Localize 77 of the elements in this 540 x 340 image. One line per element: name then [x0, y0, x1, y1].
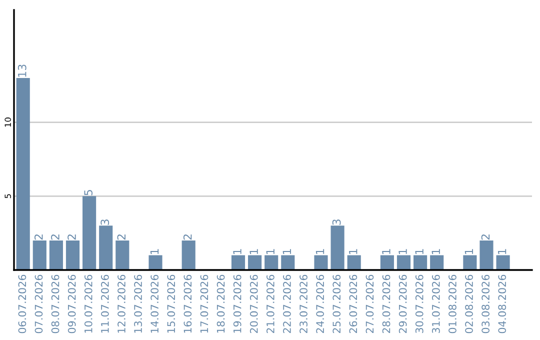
data-label: 1	[432, 249, 440, 254]
x-tick-label: 21.07.2026	[266, 274, 274, 334]
data-label: 3	[100, 220, 110, 225]
x-tick-label: 27.07.2026	[366, 274, 374, 334]
bar	[231, 255, 246, 270]
data-label: 2	[117, 234, 126, 240]
bar	[116, 240, 130, 270]
bar	[463, 255, 477, 270]
bar	[82, 196, 96, 270]
x-tick-label: 14.07.2026	[150, 274, 159, 333]
x-tick-label: 23.07.2026	[300, 274, 308, 334]
x-tick-label: 08.07.2026	[51, 274, 60, 334]
x-tick-label: 04.08.2026	[498, 274, 506, 334]
y-tick-label: 10	[4, 118, 11, 127]
bar	[496, 255, 510, 270]
bar	[248, 255, 262, 270]
bar	[148, 255, 162, 270]
data-label: 1	[282, 249, 291, 254]
x-tick-label: 28.07.2026	[382, 274, 390, 334]
x-tick-label: 06.07.2026	[18, 274, 26, 334]
data-label: 2	[183, 234, 192, 240]
data-label: 3	[332, 220, 341, 225]
data-label: 13	[18, 64, 26, 77]
x-tick-label: 25.07.2026	[332, 274, 341, 334]
bar	[182, 240, 196, 270]
bar	[330, 226, 344, 270]
bar	[281, 255, 295, 270]
x-tick-label: 02.08.2026	[465, 274, 473, 334]
x-tick-label: 18.07.2026	[216, 274, 225, 333]
x-tick-label: 19.07.2026	[233, 274, 242, 333]
x-tick-label: 24.07.2026	[316, 274, 324, 334]
bar	[380, 255, 394, 270]
x-tick-label: 12.07.2026	[118, 274, 126, 333]
x-tick-label: 09.07.2026	[68, 274, 76, 334]
x-tick-label: 20.07.2026	[250, 274, 258, 334]
data-label: 2	[68, 234, 76, 240]
data-label: 1	[398, 249, 407, 254]
x-tick-label: 31.07.2026	[432, 274, 440, 334]
x-tick-label: 01.08.2026	[448, 274, 456, 334]
data-label: 1	[415, 249, 424, 254]
x-tick-label: 29.07.2026	[398, 274, 407, 334]
bar	[314, 255, 328, 270]
bar	[264, 255, 278, 270]
x-tick-label: 13.07.2026	[134, 274, 142, 333]
data-label: 1	[316, 249, 324, 254]
bar	[430, 255, 444, 270]
bar	[66, 240, 80, 270]
x-tick-label: 10.07.2026	[84, 274, 92, 333]
x-tick-label: 26.07.2026	[349, 274, 358, 334]
bar	[414, 255, 428, 270]
data-label: 1	[349, 249, 358, 254]
data-label: 1	[266, 249, 274, 254]
x-tick-label: 30.07.2026	[415, 274, 424, 334]
x-tick-label: 11.07.2026	[100, 274, 109, 333]
bar	[49, 240, 63, 270]
data-label: 2	[481, 234, 490, 240]
bar	[347, 255, 361, 270]
x-tick-label: 22.07.2026	[283, 274, 291, 334]
data-label: 1	[233, 249, 242, 254]
bar	[16, 78, 30, 270]
bar	[99, 226, 113, 270]
bar	[480, 240, 494, 270]
data-label: 5	[84, 190, 93, 196]
data-label: 2	[51, 234, 60, 240]
x-tick-label: 16.07.2026	[184, 274, 192, 333]
data-label: 1	[464, 249, 474, 254]
x-tick-label: 07.07.2026	[34, 274, 43, 334]
data-label: 2	[34, 234, 43, 240]
x-tick-label: 15.07.2026	[167, 274, 176, 333]
data-label: 1	[150, 249, 159, 254]
bar	[396, 255, 411, 270]
x-tick-label: 03.08.2026	[482, 274, 490, 334]
data-label: 1	[498, 249, 506, 254]
bar	[32, 240, 46, 270]
x-tick-label: 17.07.2026	[200, 274, 208, 333]
data-label: 1	[382, 249, 390, 254]
data-label: 1	[250, 249, 258, 254]
